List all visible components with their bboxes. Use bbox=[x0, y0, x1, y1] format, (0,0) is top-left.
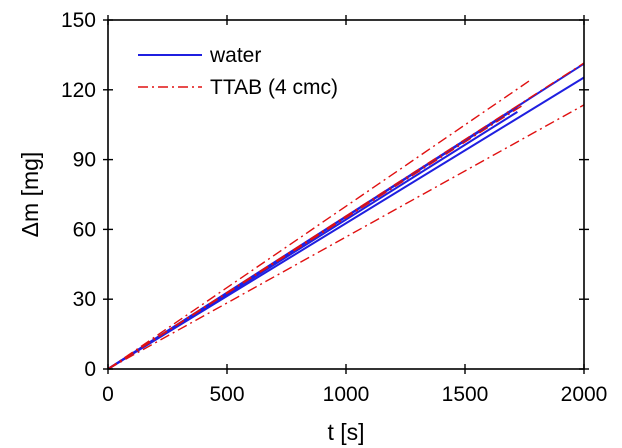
legend-label-1: water bbox=[209, 44, 261, 67]
series-line-8 bbox=[107, 103, 525, 370]
x-tick-label: 1000 bbox=[323, 383, 370, 406]
series-line-1 bbox=[107, 76, 585, 370]
x-tick-label: 2000 bbox=[561, 383, 608, 406]
plot-area bbox=[107, 62, 585, 370]
x-tick-label: 0 bbox=[102, 383, 114, 406]
y-tick-label: 30 bbox=[73, 288, 96, 311]
y-tick-label: 0 bbox=[84, 358, 96, 381]
x-axis-title: t [s] bbox=[327, 419, 364, 445]
legend-label-2: TTAB (4 cmc) bbox=[210, 76, 338, 99]
y-tick-label: 60 bbox=[73, 218, 96, 241]
series-line-6 bbox=[107, 78, 532, 370]
series-line-5 bbox=[107, 104, 585, 370]
axes: 0 500 1000 1500 2000 0 30 60 90 120 150 t [s] Δm [mg… bbox=[17, 9, 607, 445]
legend: water TTAB (4 cmc) bbox=[138, 44, 338, 99]
x-tick-label: 1500 bbox=[442, 383, 489, 406]
y-axis-title: Δm [mg] bbox=[17, 152, 43, 238]
plot-frame bbox=[107, 19, 585, 370]
y-tick-label: 90 bbox=[73, 149, 96, 172]
x-tick-label: 500 bbox=[209, 383, 244, 406]
y-tick-label: 120 bbox=[61, 79, 96, 102]
y-tick-label: 150 bbox=[61, 9, 96, 32]
